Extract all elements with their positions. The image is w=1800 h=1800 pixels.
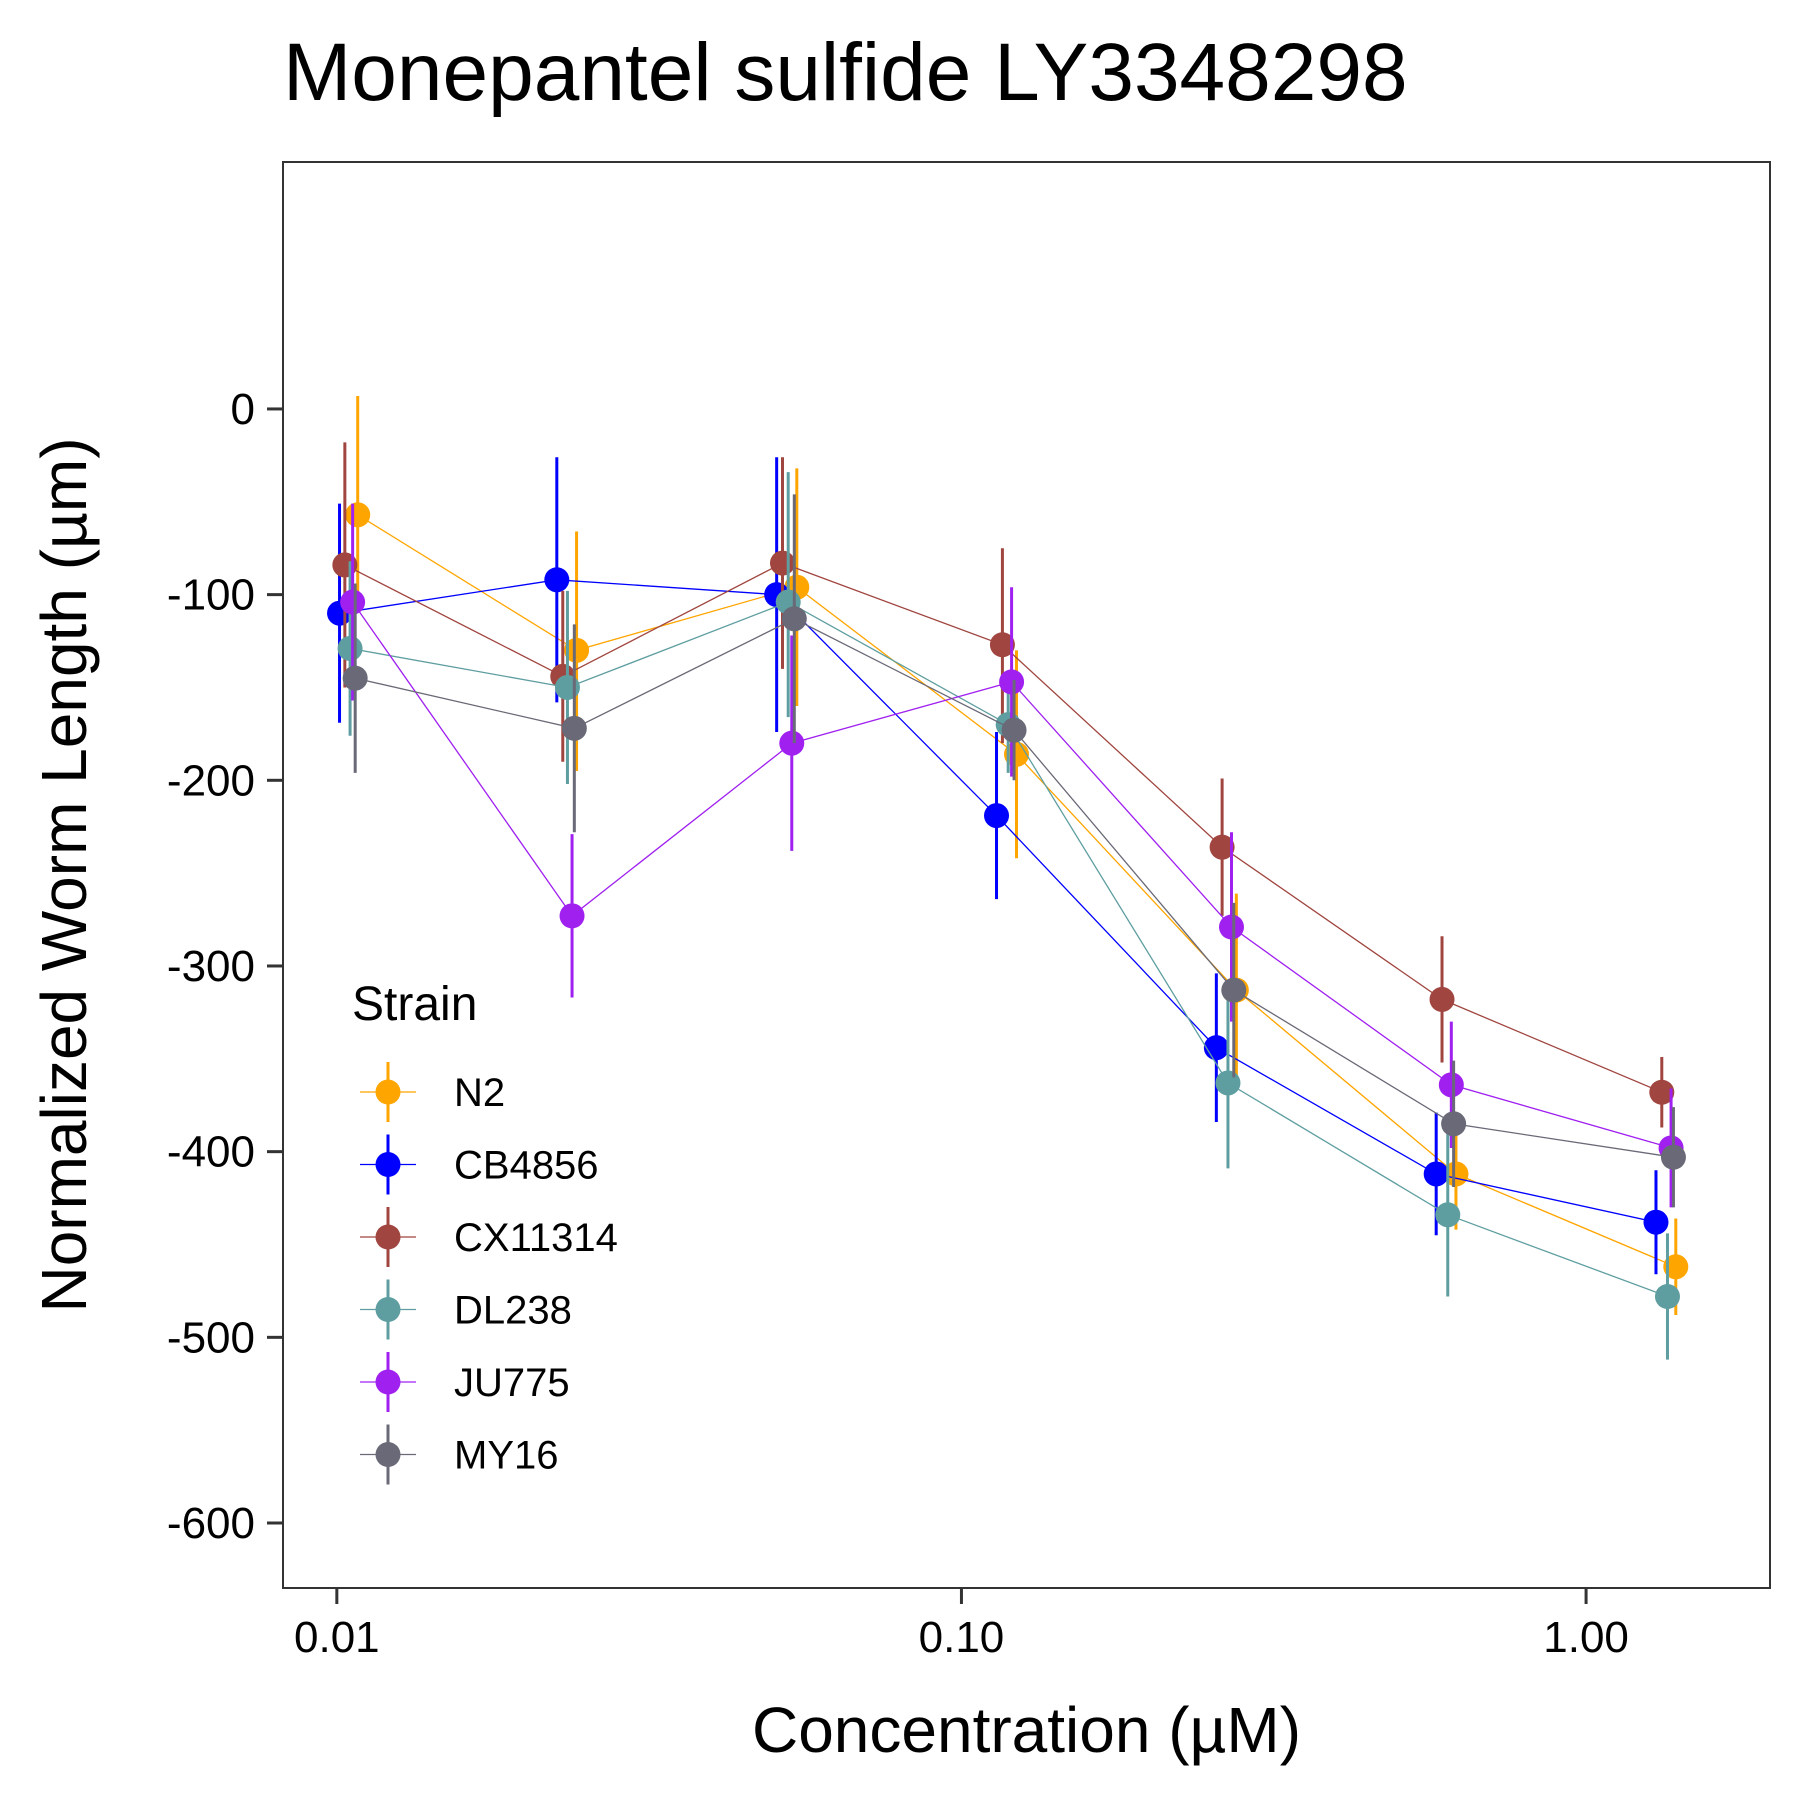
data-point xyxy=(989,632,1015,658)
data-point xyxy=(1209,834,1235,860)
data-point xyxy=(1660,1144,1686,1170)
plot-panel-border xyxy=(282,161,1771,1589)
y-tick-label: 0 xyxy=(231,385,255,434)
legend-point-key xyxy=(375,1152,401,1177)
data-point xyxy=(1435,1202,1461,1228)
legend-label: N2 xyxy=(454,1071,505,1115)
data-point xyxy=(345,502,371,528)
y-tick-label: -400 xyxy=(167,1128,255,1177)
data-point xyxy=(1429,986,1455,1012)
y-axis: 0 -100 -200 -300 -400 -500 -600 xyxy=(167,385,283,1548)
data-point xyxy=(1643,1209,1669,1235)
legend-item-cb4856: CB4856 xyxy=(360,1134,599,1195)
legend-item-dl238: DL238 xyxy=(360,1279,572,1340)
legend-point-key xyxy=(375,1442,401,1467)
data-point xyxy=(1654,1283,1680,1309)
legend-label: MY16 xyxy=(454,1434,559,1478)
legend-item-ju775: JU775 xyxy=(360,1352,570,1412)
series-ju775 xyxy=(340,503,1684,1208)
data-point xyxy=(999,669,1025,695)
legend-item-n2: N2 xyxy=(360,1062,505,1122)
data-point xyxy=(1221,977,1247,1003)
x-axis: 0.01 0.10 1.00 xyxy=(294,1588,1629,1662)
legend-title: Strain xyxy=(352,978,477,1031)
data-point xyxy=(561,715,587,741)
legend-point-key xyxy=(375,1297,401,1322)
x-tick-label: 1.00 xyxy=(1543,1613,1629,1662)
series-cb4856 xyxy=(327,457,1669,1275)
data-point xyxy=(1001,717,1027,743)
legend-point-key xyxy=(375,1369,401,1395)
data-point xyxy=(1215,1070,1241,1096)
series-layer xyxy=(327,395,1689,1360)
data-point xyxy=(984,803,1010,829)
legend-label: JU775 xyxy=(454,1361,570,1405)
legend-label: CB4856 xyxy=(454,1144,599,1188)
y-axis-title: Normalized Worm Length (µm) xyxy=(28,437,100,1312)
y-tick-label: -500 xyxy=(167,1313,255,1362)
legend-label: DL238 xyxy=(454,1289,572,1333)
data-point xyxy=(337,635,363,661)
series-cx11314 xyxy=(332,442,1675,1128)
data-point xyxy=(1438,1072,1464,1098)
legend-items: N2 CB4856 CX11314 DL238 JU775 MY16 xyxy=(360,1062,618,1485)
y-tick-label: -600 xyxy=(167,1499,255,1548)
legend-item-my16: MY16 xyxy=(360,1424,559,1485)
data-point xyxy=(1663,1254,1689,1280)
legend-item-cx11314: CX11314 xyxy=(360,1207,618,1267)
legend: Strain N2 CB4856 CX11314 DL238 JU775 MY16 xyxy=(352,978,618,1485)
data-point xyxy=(340,589,366,615)
legend-point-key xyxy=(375,1224,401,1250)
data-point xyxy=(1649,1079,1675,1105)
data-point xyxy=(559,903,585,929)
data-point xyxy=(1441,1111,1467,1137)
x-axis-title: Concentration (µM) xyxy=(752,1694,1301,1766)
chart-title: Monepantel sulfide LY3348298 xyxy=(283,27,1408,118)
y-tick-label: -200 xyxy=(167,756,255,805)
y-tick-label: -300 xyxy=(167,942,255,991)
x-tick-label: 0.01 xyxy=(294,1613,380,1662)
legend-label: CX11314 xyxy=(454,1216,618,1260)
data-point xyxy=(779,730,805,756)
data-point xyxy=(781,606,807,632)
y-tick-label: -100 xyxy=(167,571,255,620)
data-point xyxy=(554,674,580,700)
series-my16 xyxy=(342,494,1686,1208)
data-point xyxy=(342,665,368,691)
data-point xyxy=(1423,1161,1449,1187)
data-point xyxy=(769,550,795,576)
x-tick-label: 0.10 xyxy=(919,1613,1005,1662)
data-point xyxy=(1218,914,1244,940)
data-point xyxy=(564,637,590,663)
data-point xyxy=(1203,1035,1229,1061)
legend-point-key xyxy=(375,1079,401,1105)
data-point xyxy=(544,567,570,593)
